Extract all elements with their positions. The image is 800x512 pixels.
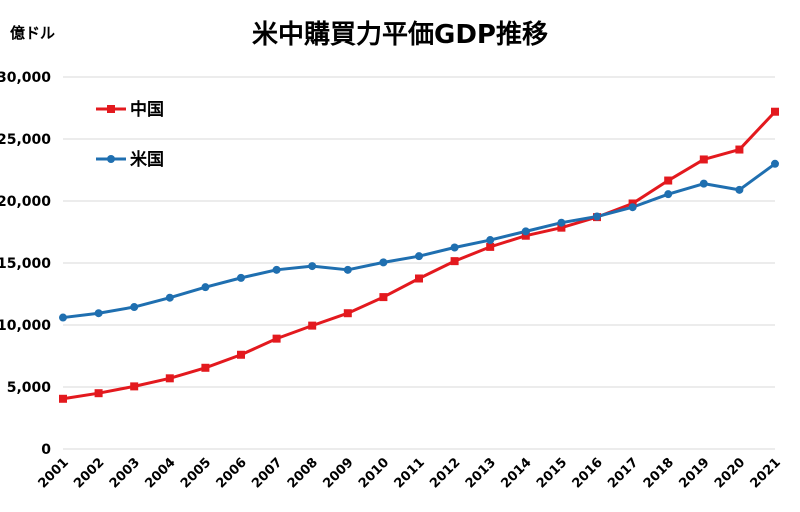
series-markers — [59, 107, 779, 403]
x-tick-label: 2002 — [71, 455, 107, 491]
data-point — [486, 236, 495, 245]
x-tick-label: 2004 — [142, 455, 178, 491]
data-point — [664, 190, 673, 199]
y-tick-label: 15,000 — [0, 256, 51, 272]
data-point — [59, 313, 67, 322]
legend-marker — [107, 105, 115, 113]
data-point — [664, 176, 673, 185]
data-point — [450, 257, 459, 266]
data-point — [415, 252, 423, 261]
x-tick-label: 2012 — [427, 455, 463, 491]
x-tick-label: 2013 — [463, 455, 499, 491]
data-point — [94, 309, 103, 318]
x-tick-label: 2010 — [356, 455, 392, 491]
data-point — [272, 334, 281, 343]
chart-title: 米中購買力平価GDP推移 — [252, 20, 548, 50]
y-tick-label: 10,000 — [0, 318, 51, 334]
x-tick-label: 2008 — [285, 455, 321, 491]
data-point — [521, 227, 530, 236]
y-tick-label: 20,000 — [0, 194, 51, 210]
x-tick-label: 2016 — [570, 455, 606, 491]
x-tick-label: 2003 — [107, 455, 143, 491]
data-point — [450, 243, 459, 252]
data-point — [771, 107, 779, 116]
x-axis-ticks: 2001 2002 2003 2004 2005 2006 2007 2008 2009 2010… — [36, 455, 784, 491]
data-point — [735, 185, 744, 194]
y-tick-label: 25,000 — [0, 132, 51, 148]
x-tick-label: 2021 — [748, 455, 784, 491]
data-point — [237, 273, 245, 282]
x-tick-label: 2011 — [392, 455, 428, 491]
data-point — [59, 394, 67, 403]
data-point — [415, 274, 423, 283]
x-tick-label: 2001 — [36, 455, 72, 491]
gridlines — [63, 76, 775, 450]
data-point — [343, 265, 352, 274]
data-point — [308, 321, 317, 330]
data-point — [771, 159, 779, 168]
x-tick-label: 2009 — [320, 455, 356, 491]
data-point — [201, 283, 210, 292]
data-point — [557, 223, 566, 232]
legend-label: 米国 — [130, 149, 164, 170]
data-point — [165, 374, 174, 383]
legend-marker — [107, 155, 115, 163]
x-tick-label: 2015 — [534, 455, 570, 491]
x-tick-label: 2020 — [712, 455, 748, 491]
data-point — [94, 389, 103, 398]
data-point — [735, 145, 744, 154]
data-point — [165, 293, 174, 302]
data-point — [521, 231, 530, 240]
y-tick-label: 30,000 — [0, 70, 51, 86]
x-tick-label: 2019 — [676, 455, 712, 491]
data-point — [201, 363, 210, 372]
data-point — [272, 265, 281, 274]
data-point — [237, 350, 245, 359]
data-point — [308, 262, 317, 271]
x-tick-label: 2005 — [178, 455, 214, 491]
y-tick-label: 5,000 — [7, 380, 52, 396]
y-axis-unit-label: 億ドル — [10, 24, 56, 42]
data-point — [379, 258, 388, 267]
data-point — [343, 309, 352, 318]
y-tick-label: 0 — [41, 442, 51, 458]
data-point — [628, 203, 637, 212]
data-point — [699, 179, 708, 188]
y-axis-ticks: 0 5,000 10,000 15,000 20,000 25,000 30,000 — [0, 70, 51, 458]
x-tick-label: 2014 — [498, 455, 534, 491]
data-point — [557, 218, 566, 227]
data-point — [379, 293, 388, 302]
legend-label: 中国 — [130, 99, 164, 120]
x-tick-label: 2018 — [641, 455, 677, 491]
data-point — [130, 303, 139, 312]
data-point — [699, 155, 708, 164]
x-tick-label: 2017 — [605, 455, 641, 491]
x-tick-label: 2007 — [249, 455, 285, 491]
data-point — [486, 242, 495, 251]
data-point — [130, 382, 139, 391]
x-tick-label: 2006 — [214, 455, 250, 491]
data-point — [593, 212, 601, 221]
